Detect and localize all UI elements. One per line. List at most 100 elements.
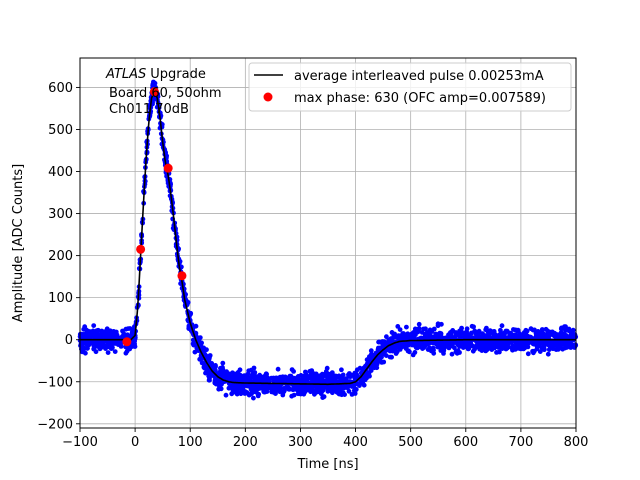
sample-point [357, 365, 363, 371]
sample-point [389, 354, 394, 360]
sample-point [343, 376, 349, 382]
sample-point [91, 323, 97, 328]
sample-point [120, 328, 125, 334]
sample-point [502, 330, 508, 336]
sample-point [317, 373, 323, 379]
sample-point [476, 342, 482, 348]
sample-point [223, 392, 229, 398]
sample-point [452, 335, 458, 340]
sample-point [396, 333, 401, 338]
sample-point [470, 343, 476, 349]
sample-point [344, 383, 350, 388]
x-tick-label: 600 [453, 435, 478, 450]
x-tick-label: 800 [564, 435, 589, 450]
sample-point [431, 350, 437, 356]
sample-point [238, 373, 244, 379]
sample-point [204, 355, 210, 360]
sample-point [354, 372, 359, 378]
sample-point [471, 324, 476, 330]
sample-point [368, 348, 374, 354]
sample-point [220, 360, 226, 366]
max-phase-marker [177, 271, 187, 281]
y-axis-ticks: −200 −100 0 100 200 300 400 500 600 [37, 81, 80, 432]
sample-point [507, 332, 513, 338]
sample-point [455, 348, 461, 353]
sample-point [540, 334, 546, 340]
sample-point [252, 370, 258, 375]
x-tick-label: 700 [508, 435, 533, 450]
sample-point [376, 339, 382, 345]
sample-point [322, 373, 328, 379]
sample-point [330, 390, 335, 396]
sample-point [551, 332, 556, 338]
sample-point [412, 350, 418, 355]
sample-point [339, 392, 345, 398]
sample-point [278, 375, 283, 381]
sample-point [563, 324, 568, 329]
sample-point [503, 342, 508, 348]
sample-point [523, 327, 529, 333]
sample-point [285, 384, 290, 389]
sample-point [515, 327, 521, 333]
sample-point [386, 346, 391, 352]
sample-point [426, 332, 432, 338]
sample-point [367, 356, 372, 361]
sample-point [309, 386, 315, 391]
sample-point [330, 377, 336, 383]
x-tick-label: −100 [62, 435, 98, 450]
sample-point [479, 348, 485, 353]
sample-point [251, 395, 256, 401]
sample-point [545, 351, 551, 357]
sample-point [413, 332, 418, 338]
sample-point [521, 346, 526, 352]
atlas-annotation: ATLAS Upgrade Board 60, 50ohm Ch011 70dB [105, 67, 222, 117]
sample-point [107, 328, 113, 334]
legend-entry-average-pulse: average interleaved pulse 0.00253mA [294, 69, 544, 84]
y-tick-label: 300 [48, 207, 73, 222]
legend: average interleaved pulse 0.00253mA max … [248, 62, 572, 112]
sample-point [449, 343, 455, 349]
sample-point [82, 324, 88, 330]
sample-point [459, 325, 464, 331]
sample-point [416, 321, 422, 327]
sample-point [293, 378, 299, 384]
sample-point [255, 393, 261, 399]
annotation-line-channel: Ch011 70dB [109, 102, 189, 117]
sample-point [437, 330, 443, 336]
sample-point [123, 350, 129, 356]
sample-point [235, 370, 241, 375]
y-tick-label: 200 [48, 249, 73, 264]
sample-point [118, 344, 124, 349]
scatter-band [77, 79, 579, 401]
sample-point [287, 378, 292, 384]
sample-point [246, 392, 252, 398]
sample-point [339, 367, 344, 373]
sample-point [391, 332, 397, 338]
sample-point [492, 345, 497, 351]
sample-point [272, 384, 278, 389]
sample-point [548, 340, 553, 346]
sample-point [308, 375, 314, 381]
x-tick-label: 100 [178, 435, 203, 450]
sample-point [499, 340, 504, 345]
sample-point [224, 375, 230, 381]
legend-entry-max-phase: max phase: 630 (OFC amp=0.007589) [294, 91, 546, 106]
y-tick-label: −100 [37, 375, 73, 390]
sample-point [247, 377, 253, 383]
sample-point [232, 387, 238, 393]
sample-point [261, 389, 267, 394]
sample-point [449, 351, 455, 357]
sample-point [438, 342, 443, 348]
x-tick-label: 400 [343, 435, 368, 450]
sample-point [96, 339, 102, 345]
sample-point [434, 340, 439, 346]
y-tick-label: 600 [48, 81, 73, 96]
sample-point [226, 371, 232, 377]
x-tick-label: 0 [131, 435, 139, 450]
sample-point [297, 388, 303, 393]
sample-point [430, 345, 436, 351]
atlas-label: ATLAS [105, 67, 146, 82]
sample-point [275, 366, 281, 372]
x-axis-ticks: −100 0 100 200 300 400 500 600 700 800 [62, 428, 588, 450]
sample-point [558, 326, 564, 332]
